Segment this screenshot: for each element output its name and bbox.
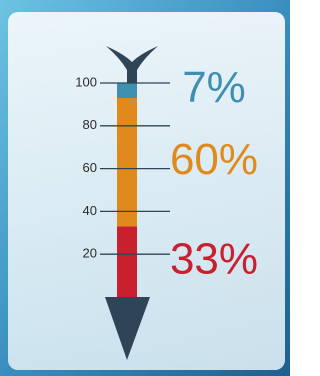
bar-segment bbox=[117, 98, 137, 226]
y-tick-label: 20 bbox=[83, 246, 97, 261]
value-label: 60% bbox=[170, 135, 258, 184]
bar-segment bbox=[117, 83, 137, 98]
bar-segment bbox=[117, 226, 137, 297]
y-tick-label: 40 bbox=[83, 203, 97, 218]
y-tick-label: 60 bbox=[83, 160, 97, 175]
infographic: 33% 60% 7% 20 40 60 80 100 bbox=[0, 0, 290, 376]
value-label: 33% bbox=[170, 234, 258, 283]
value-label: 7% bbox=[182, 63, 246, 112]
y-tick-label: 80 bbox=[83, 117, 97, 132]
y-tick-label: 100 bbox=[75, 74, 97, 89]
